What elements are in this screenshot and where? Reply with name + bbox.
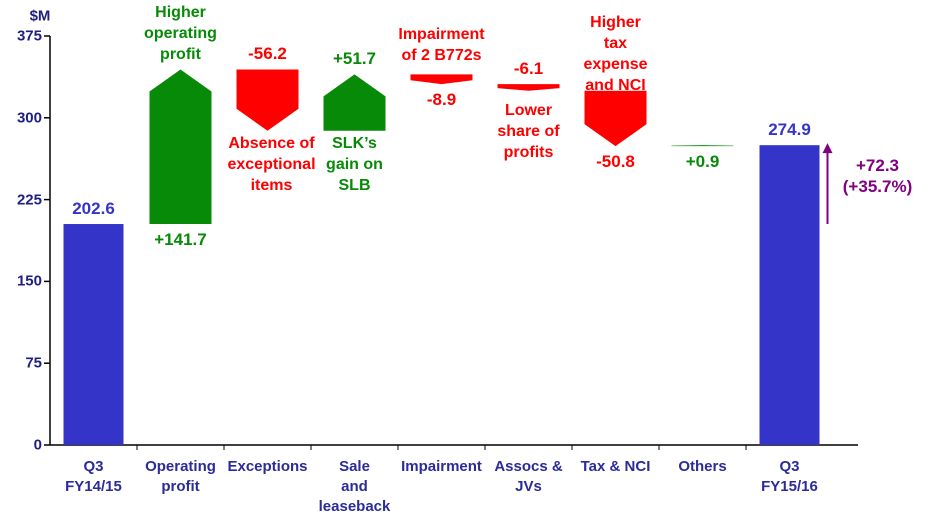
value-label: 274.9 bbox=[768, 120, 811, 140]
x-tick-label: Tax & NCI bbox=[580, 458, 651, 475]
x-tick-label: Impairment bbox=[401, 458, 482, 475]
decrease-arrow bbox=[584, 90, 647, 147]
x-tick-label: Sale and leaseback bbox=[318, 458, 391, 515]
y-tick-label: 75 bbox=[25, 354, 42, 372]
annotation: Lower share of profits bbox=[497, 102, 560, 161]
value-label: 202.6 bbox=[72, 199, 115, 219]
decrease-arrow bbox=[497, 84, 560, 91]
y-tick-label: 375 bbox=[16, 27, 42, 45]
y-tick-label: 0 bbox=[33, 436, 42, 454]
value-label: -8.9 bbox=[426, 90, 457, 110]
x-tick-label: Others bbox=[678, 458, 727, 475]
increase-arrow bbox=[149, 69, 212, 225]
annotation: Higher operating profit bbox=[144, 4, 217, 63]
annotation: SLK’s gain on SLB bbox=[326, 135, 383, 194]
x-tick-label: Q3 FY14/15 bbox=[65, 458, 122, 495]
x-tick-label: Exceptions bbox=[227, 458, 308, 475]
value-label: +51.7 bbox=[332, 49, 377, 69]
annotation: Higher tax expense and NCI bbox=[583, 14, 648, 94]
value-label: -56.2 bbox=[248, 44, 287, 64]
change-label: +72.3 (+35.7%) bbox=[842, 156, 913, 197]
decrease-arrow bbox=[236, 69, 299, 131]
annotation: Absence of exceptional items bbox=[227, 135, 316, 194]
value-label: -50.8 bbox=[596, 152, 635, 172]
x-tick-label: Q3 FY15/16 bbox=[761, 458, 818, 495]
increase-arrow bbox=[671, 145, 734, 147]
value-label: +141.7 bbox=[154, 230, 207, 250]
x-tick-label: Assocs & JVs bbox=[494, 458, 563, 495]
y-tick-label: 225 bbox=[16, 191, 42, 209]
y-tick-label: 150 bbox=[16, 272, 42, 290]
change-arrowhead bbox=[822, 143, 833, 154]
x-tick-label: Operating profit bbox=[145, 458, 216, 495]
total-bar bbox=[63, 224, 124, 445]
annotation: Impairment of 2 B772s bbox=[398, 26, 485, 64]
y-tick-label: 300 bbox=[16, 109, 42, 127]
increase-arrow bbox=[323, 74, 386, 131]
decrease-arrow bbox=[410, 74, 473, 85]
value-label: -6.1 bbox=[513, 59, 544, 79]
y-axis-label: $M bbox=[29, 7, 51, 25]
value-label: +0.9 bbox=[685, 152, 720, 172]
total-bar bbox=[759, 145, 820, 446]
